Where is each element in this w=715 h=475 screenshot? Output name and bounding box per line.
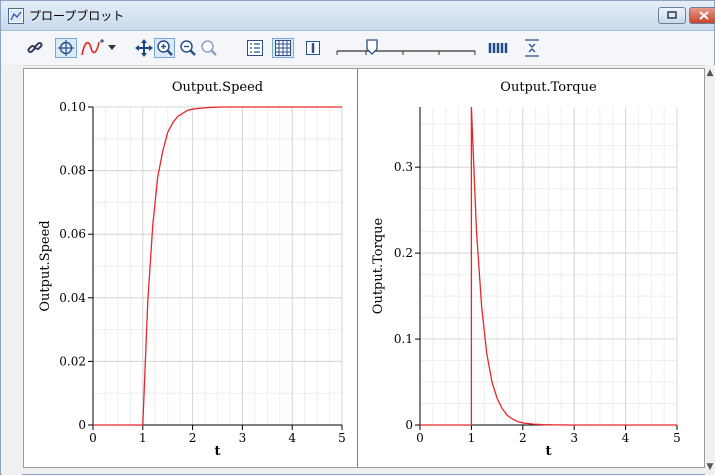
x-tick-label: 4 [288, 431, 296, 445]
slider[interactable] [335, 38, 477, 58]
y-tick-label: 0 [405, 418, 413, 432]
series-line [420, 106, 677, 426]
y-tick-label: 0.08 [59, 164, 86, 178]
link-icon[interactable] [25, 38, 45, 58]
x-tick-label: 5 [673, 431, 681, 445]
x-tick-label: 5 [338, 431, 346, 445]
cursor-icon[interactable] [305, 38, 321, 58]
restore-button[interactable] [658, 7, 686, 24]
curve-icon[interactable] [80, 38, 106, 58]
x-tick-label: 3 [239, 431, 247, 445]
legend-icon[interactable] [246, 38, 264, 58]
x-tick-label: 0 [416, 431, 424, 445]
y-tick-label: 0.10 [59, 100, 86, 114]
scroll-down-arrow-icon[interactable]: ▼ [706, 462, 714, 472]
y-tick-label: 0.04 [59, 291, 86, 305]
x-tick-label: 1 [139, 431, 147, 445]
grid-icon[interactable] [272, 38, 294, 58]
x-axis-label: t [214, 444, 220, 459]
y-axis-label: Output.Speed [38, 220, 53, 311]
y-tick-label: 0.3 [394, 160, 413, 174]
y-tick-label: 0 [78, 418, 86, 432]
x-tick-label: 2 [189, 431, 197, 445]
y-tick-label: 0.2 [394, 246, 413, 260]
x-tick-label: 4 [622, 431, 630, 445]
y-tick-label: 0.06 [59, 227, 86, 241]
plot-area: 0 1 2 3 4 5 0 0.02 0.04 0.06 0.08 0.10 Output.Speed t… [23, 68, 705, 468]
title-bar[interactable]: プロープブロット [1, 1, 715, 31]
plot-output-speed: 0 1 2 3 4 5 0 0.02 0.04 0.06 0.08 0.10 Output.Speed t… [38, 80, 346, 459]
plot-divider [357, 69, 358, 467]
y-tick-label: 0.02 [59, 354, 86, 368]
dropdown-arrow-icon[interactable] [107, 38, 117, 58]
scroll-up-arrow-icon[interactable]: ▲ [706, 68, 714, 78]
chart-title: Output.Speed [172, 80, 263, 95]
target-icon[interactable] [55, 38, 77, 58]
left-margin [2, 65, 22, 475]
x-tick-label: 2 [519, 431, 527, 445]
x-tick-label: 0 [89, 431, 97, 445]
bars-icon[interactable] [487, 38, 511, 58]
x-tick-label: 3 [570, 431, 578, 445]
plot-output-torque: 0 1 2 3 4 5 0 0.1 0.2 0.3 Output.Torque t Output.Tor… [371, 80, 681, 459]
fit-icon[interactable] [523, 38, 541, 58]
pan-icon[interactable] [134, 38, 154, 58]
series-line [93, 106, 342, 426]
window-title: プロープブロット [29, 9, 125, 23]
y-tick-label: 0.1 [394, 332, 413, 346]
vertical-scrollbar[interactable]: ▲ ▼ [705, 65, 715, 475]
zoom-out-icon[interactable] [178, 38, 197, 58]
x-tick-label: 1 [468, 431, 476, 445]
x-axis-label: t [545, 444, 551, 459]
app-icon [8, 8, 24, 24]
chart-title: Output.Torque [500, 80, 597, 95]
plot-toolbar [1, 31, 714, 66]
zoom-box-icon[interactable] [154, 38, 175, 58]
close-button[interactable] [689, 7, 715, 24]
zoom-reset-icon[interactable] [199, 38, 218, 58]
y-axis-label: Output.Torque [371, 218, 386, 315]
